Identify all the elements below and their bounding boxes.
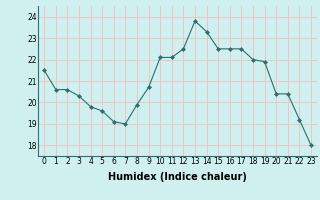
X-axis label: Humidex (Indice chaleur): Humidex (Indice chaleur) [108, 172, 247, 182]
